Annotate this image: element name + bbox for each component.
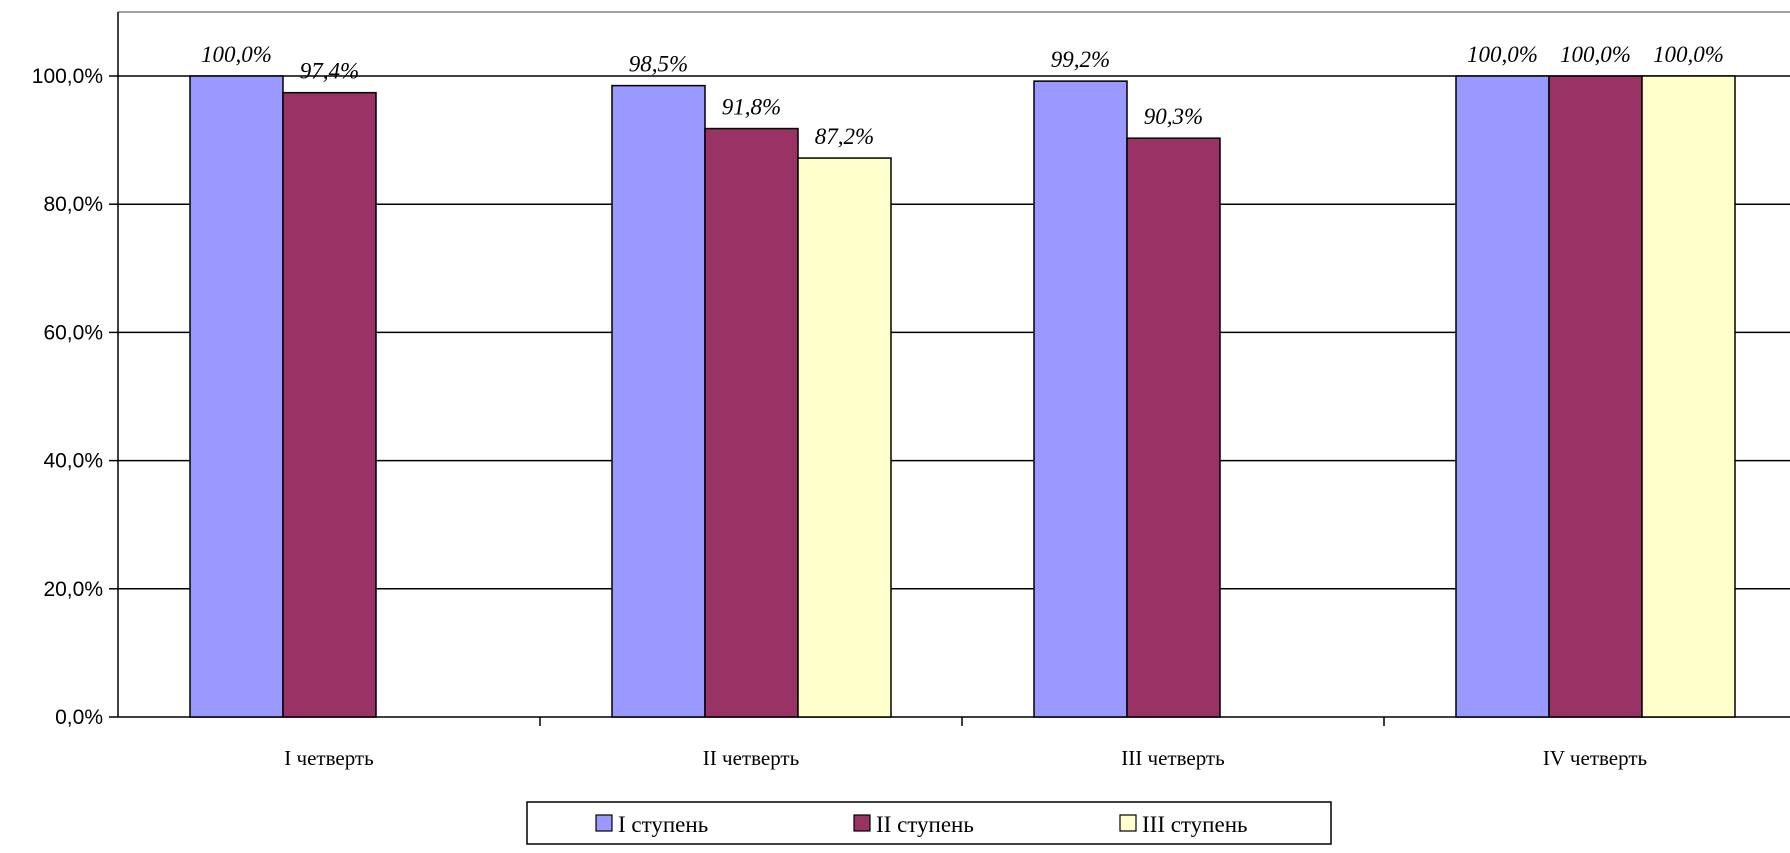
x-category-label: III четверть xyxy=(1121,746,1224,770)
legend-label: I ступень xyxy=(618,812,708,837)
data-label: 100,0% xyxy=(201,42,272,67)
data-label: 99,2% xyxy=(1051,47,1110,72)
x-category-label: I четверть xyxy=(284,746,373,770)
bar-2-2 xyxy=(704,127,799,718)
data-label: 87,2% xyxy=(815,124,874,149)
data-label: 100,0% xyxy=(1653,42,1724,67)
bar-1-3 xyxy=(1033,80,1128,718)
bar-3-4 xyxy=(1641,75,1736,718)
y-tick-label: 0,0% xyxy=(55,706,103,729)
x-category-label: II четверть xyxy=(703,746,799,770)
data-label: 91,8% xyxy=(722,95,781,120)
y-tick-label: 100,0% xyxy=(32,65,103,88)
legend-swatch xyxy=(853,814,871,832)
legend: I ступень II ступень III ступень xyxy=(526,801,1332,845)
data-label: 97,4% xyxy=(300,59,359,84)
data-label: 100,0% xyxy=(1560,42,1631,67)
data-label: 100,0% xyxy=(1467,42,1538,67)
y-tick-label: 40,0% xyxy=(43,450,103,473)
y-tick-label: 80,0% xyxy=(43,193,103,216)
bar-1-2 xyxy=(611,84,706,718)
data-label: 90,3% xyxy=(1144,104,1203,129)
bar-1-1 xyxy=(189,75,284,718)
data-label: 98,5% xyxy=(629,52,688,77)
y-tick-label: 20,0% xyxy=(43,578,103,601)
legend-box xyxy=(526,801,1332,845)
legend-label: II ступень xyxy=(876,812,974,837)
bar-2-3 xyxy=(1126,137,1221,718)
bars xyxy=(189,75,1736,718)
bar-3-2 xyxy=(797,157,892,718)
bar-2-1 xyxy=(282,91,377,718)
x-category-label: IV четверть xyxy=(1543,746,1647,770)
axes: 0,0% 20,0% 40,0% 60,0% 80,0% 100,0% I четверть… xyxy=(32,12,1790,770)
bar-1-4 xyxy=(1455,75,1550,718)
legend-label: III ступень xyxy=(1142,812,1248,837)
bar-2-4 xyxy=(1548,75,1643,718)
data-labels: 100,0% 98,5% 99,2% 100,0% 97,4% 91,8% 90,3% 100… xyxy=(201,42,1724,149)
legend-swatch xyxy=(1119,814,1137,832)
y-tick-label: 60,0% xyxy=(43,321,103,344)
gridlines xyxy=(118,11,1790,590)
legend-swatch xyxy=(595,814,613,832)
